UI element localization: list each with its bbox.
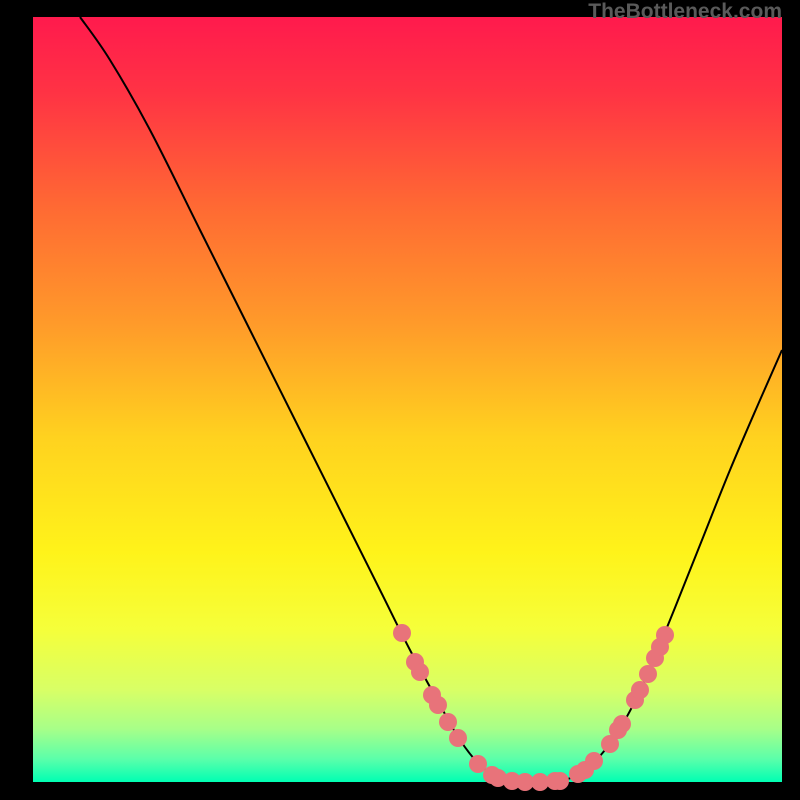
curve-left xyxy=(80,17,545,782)
marker-group xyxy=(393,624,674,791)
marker-dot xyxy=(469,755,487,773)
marker-dot xyxy=(613,715,631,733)
marker-dot xyxy=(551,772,569,790)
marker-dot xyxy=(631,681,649,699)
watermark-text: TheBottleneck.com xyxy=(588,0,782,24)
marker-dot xyxy=(411,663,429,681)
marker-dot xyxy=(585,752,603,770)
chart-svg-overlay xyxy=(0,0,800,800)
curve-right xyxy=(545,350,782,782)
marker-dot xyxy=(393,624,411,642)
marker-dot xyxy=(429,696,447,714)
marker-dot xyxy=(639,665,657,683)
marker-dot xyxy=(439,713,457,731)
chart-frame: TheBottleneck.com xyxy=(0,0,800,800)
marker-dot xyxy=(656,626,674,644)
marker-dot xyxy=(449,729,467,747)
